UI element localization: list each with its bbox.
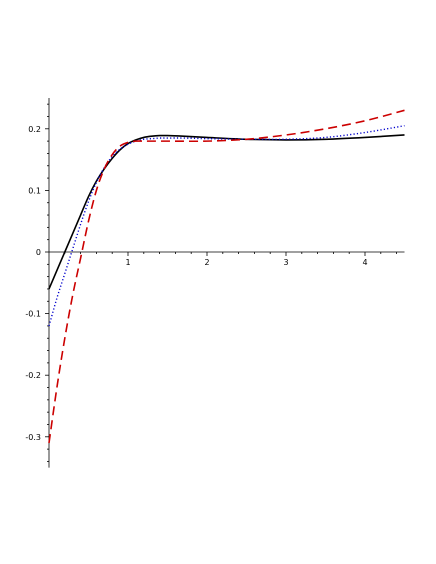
- axes: [45, 98, 405, 468]
- y-tick-label: 0.2: [28, 125, 41, 134]
- x-tick-label: 2: [204, 258, 209, 267]
- y-tick-label: 0: [36, 248, 41, 257]
- series-line-solid: [48, 134, 405, 290]
- y-tick-label: -0.3: [25, 433, 41, 442]
- y-tick-label: 0.1: [28, 186, 41, 195]
- y-tick-label: -0.2: [25, 371, 41, 380]
- x-tick-label: 4: [362, 258, 367, 267]
- x-tick-label: 1: [125, 258, 130, 267]
- series-layer: [48, 109, 405, 444]
- series-line-dotted: [48, 125, 405, 327]
- y-tick-label: -0.1: [25, 310, 41, 319]
- x-tick-label: 3: [283, 258, 288, 267]
- tick-labels: 1 2 3 4 -0.3 -0.2 -0.1 0 0.1 0.2: [25, 125, 367, 442]
- series-line-dashed: [48, 109, 405, 444]
